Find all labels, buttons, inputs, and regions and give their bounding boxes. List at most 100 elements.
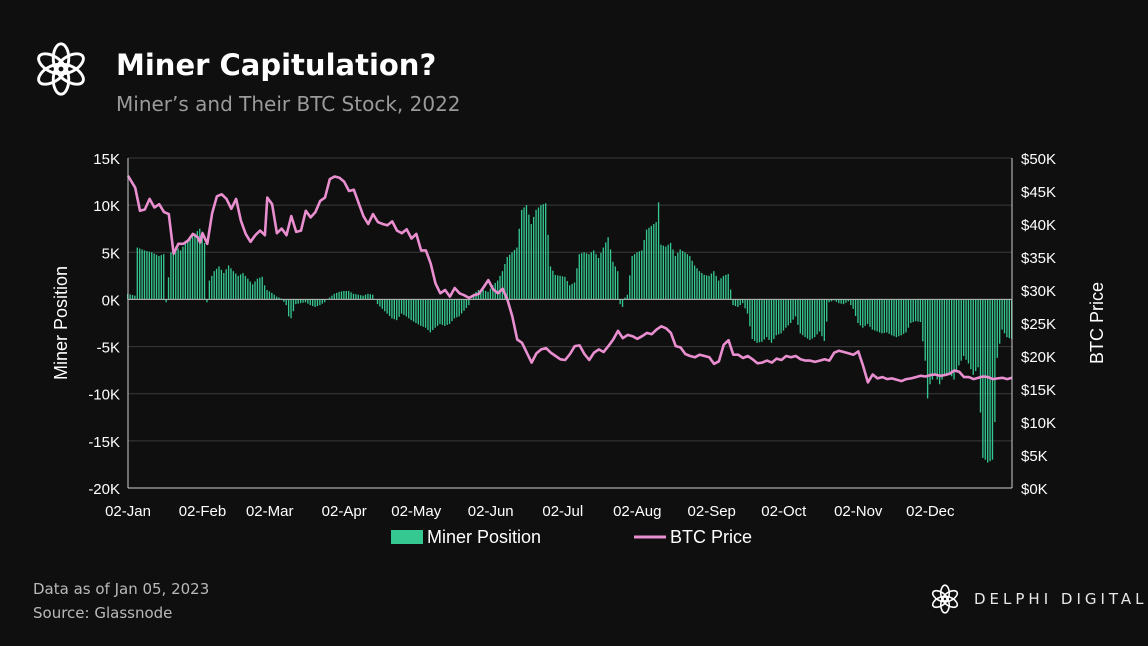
miner-position-bar xyxy=(890,299,893,336)
miner-position-bar xyxy=(350,292,352,300)
miner-position-bar xyxy=(566,281,568,300)
miner-position-bar xyxy=(814,299,816,338)
miner-position-bar xyxy=(787,299,789,326)
miner-position-bar xyxy=(1008,299,1010,339)
miner-position-bar xyxy=(710,273,713,300)
miner-position-bar xyxy=(686,254,689,300)
miner-position-bar xyxy=(840,299,842,304)
miner-position-bar xyxy=(530,224,532,300)
miner-position-bar xyxy=(963,299,965,356)
miner-position-bar xyxy=(823,299,825,341)
miner-position-bar xyxy=(489,288,492,300)
miner-position-bar xyxy=(268,291,271,300)
left-tick-label: 0K xyxy=(102,292,120,309)
miner-position-bar xyxy=(312,299,314,307)
miner-position-bar xyxy=(331,295,333,300)
miner-position-bar xyxy=(859,299,862,326)
miner-position-bar xyxy=(158,256,160,300)
miner-position-bar xyxy=(806,299,809,339)
miner-position-bar xyxy=(979,299,982,413)
miner-position-bar xyxy=(965,299,967,360)
miner-position-bar xyxy=(917,299,919,322)
miner-position-bar xyxy=(602,247,604,300)
miner-position-bar xyxy=(677,252,679,300)
miner-position-bar xyxy=(737,299,739,307)
legend-label-btc-price: BTC Price xyxy=(670,527,752,547)
miner-position-bar xyxy=(504,264,506,300)
miner-position-bar xyxy=(225,269,227,300)
x-tick-label: 02-Jul xyxy=(542,503,583,520)
x-tick-label: 02-Dec xyxy=(906,503,955,520)
miner-position-bar xyxy=(554,274,556,300)
miner-position-bar xyxy=(336,292,338,300)
miner-position-bar xyxy=(278,297,280,300)
miner-position-bar xyxy=(141,249,143,300)
left-tick-label: 10K xyxy=(93,198,120,215)
miner-position-bar xyxy=(713,271,715,300)
miner-position-bar xyxy=(364,294,367,300)
miner-position-bar xyxy=(895,299,898,338)
x-tick-label: 02-May xyxy=(391,503,442,520)
miner-position-bar xyxy=(355,294,357,300)
miner-position-bar xyxy=(208,280,211,300)
miner-position-bar xyxy=(708,275,710,300)
miner-position-bar xyxy=(360,295,362,300)
miner-position-bar xyxy=(583,252,585,300)
miner-position-bar xyxy=(244,275,247,300)
miner-position-bar xyxy=(151,252,153,300)
left-tick-label: 5K xyxy=(102,245,120,262)
miner-position-bar xyxy=(987,299,989,463)
miner-position-bar xyxy=(172,249,174,300)
miner-position-bar xyxy=(391,299,393,319)
miner-position-bar xyxy=(499,275,501,300)
source-note: Source: Glassnode xyxy=(33,604,173,622)
miner-position-bar xyxy=(953,299,955,380)
miner-position-bar xyxy=(266,290,268,300)
miner-position-bar xyxy=(754,299,756,341)
miner-position-bar xyxy=(434,299,436,328)
miner-position-bar xyxy=(926,299,929,399)
left-tick-label: -20K xyxy=(88,481,120,498)
miner-position-bar xyxy=(972,299,974,375)
miner-position-bar xyxy=(410,299,412,321)
miner-position-bar xyxy=(239,274,242,300)
miner-position-bar xyxy=(715,275,717,300)
x-tick-label: 02-Mar xyxy=(246,503,294,520)
miner-position-bar xyxy=(552,270,554,300)
miner-position-bar xyxy=(482,290,484,300)
miner-position-bar xyxy=(830,299,833,302)
miner-position-bar xyxy=(934,299,936,375)
brand-footer: DELPHI DIGITAL xyxy=(928,582,1148,616)
miner-position-bar xyxy=(465,299,468,308)
miner-position-bar xyxy=(862,299,864,328)
miner-position-bar xyxy=(975,299,977,372)
miner-position-bar xyxy=(727,273,729,300)
miner-position-bar xyxy=(545,203,547,300)
miner-position-bar xyxy=(845,299,847,303)
data-as-of-note: Data as of Jan 05, 2023 xyxy=(33,580,210,598)
miner-position-bar xyxy=(468,299,470,306)
miner-position-bar xyxy=(259,277,261,300)
miner-position-bar xyxy=(744,299,746,309)
miner-position-bar xyxy=(167,277,170,300)
miner-position-bar xyxy=(919,299,922,323)
miner-position-bar xyxy=(146,251,148,300)
miner-position-bar xyxy=(751,299,753,340)
miner-position-bar xyxy=(773,299,775,340)
legend-label-miner-position: Miner Position xyxy=(427,527,541,547)
miner-position-bar xyxy=(535,209,537,300)
left-tick-label: -5K xyxy=(97,340,120,357)
miner-position-bar xyxy=(874,299,876,331)
miner-position-bar xyxy=(811,299,813,339)
miner-position-bar xyxy=(893,299,895,337)
miner-position-bar xyxy=(424,299,427,328)
miner-position-bar xyxy=(876,299,878,332)
miner-position-bar xyxy=(283,299,285,302)
miner-position-bar xyxy=(605,242,607,300)
miner-position-bar xyxy=(408,299,410,319)
miner-position-bar xyxy=(761,299,763,342)
miner-position-bar xyxy=(227,265,230,300)
miner-position-bar xyxy=(946,299,948,374)
miner-position-bar xyxy=(955,299,958,373)
